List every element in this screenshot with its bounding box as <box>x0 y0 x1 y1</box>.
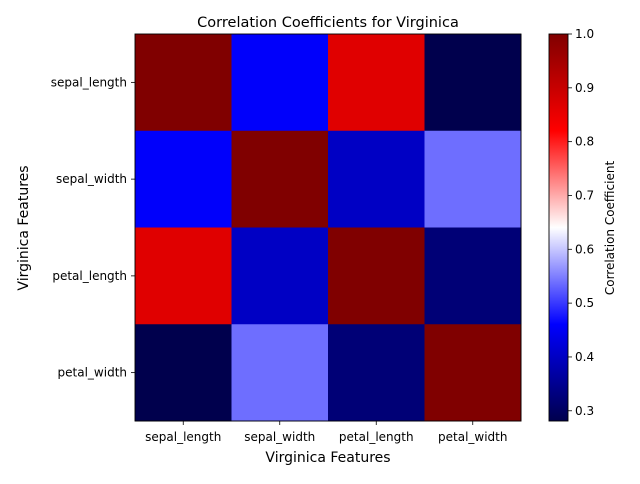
heatmap-cell-petal_width-sepal_length <box>135 324 232 422</box>
heatmap-cell-petal_width-petal_width <box>424 324 522 422</box>
colorbar-tick-label: 0.4 <box>575 350 594 364</box>
heatmap-cell-sepal_width-petal_length <box>328 130 425 228</box>
x-tick-label: sepal_length <box>145 430 221 444</box>
heatmap-cell-petal_length-sepal_width <box>231 227 329 325</box>
heatmap-cell-sepal_width-sepal_width <box>231 130 329 228</box>
heatmap-cell-petal_width-sepal_width <box>231 324 329 422</box>
heatmap-cell-sepal_width-petal_width <box>424 130 522 228</box>
y-tick-label: petal_length <box>52 269 127 283</box>
y-axis-label: Virginica Features <box>16 165 32 290</box>
heatmap-cell-petal_width-petal_length <box>328 324 425 422</box>
x-tick-label: petal_length <box>339 430 414 444</box>
colorbar-tick-label: 0.8 <box>575 135 594 149</box>
chart-title: Correlation Coefficients for Virginica <box>197 15 459 31</box>
y-tick-label: petal_width <box>58 366 127 380</box>
x-axis-ticks: sepal_length sepal_width petal_length petal… <box>145 421 507 444</box>
heatmap-cell-sepal_length-sepal_width <box>231 34 329 132</box>
colorbar-tick-label: 0.7 <box>575 188 594 202</box>
heatmap-cell-sepal_length-petal_length <box>328 34 425 132</box>
colorbar-tick-label: 0.5 <box>575 296 594 310</box>
heatmap-frame <box>134 33 522 422</box>
heatmap-cell-sepal_length-sepal_length <box>135 34 232 132</box>
colorbar <box>548 33 569 422</box>
heatmap-cell-petal_length-petal_length <box>328 227 425 325</box>
heatmap-cell-petal_length-sepal_length <box>135 227 232 325</box>
y-axis-ticks: sepal_length sepal_width petal_lengthpetal… <box>51 75 135 380</box>
heatmap-cell-petal_length-petal_width <box>424 227 522 325</box>
x-tick-label: petal_width <box>438 430 507 444</box>
colorbar-tick-label: 0.6 <box>575 242 594 256</box>
colorbar-label: Correlation Coefficient <box>603 161 617 296</box>
heatmap-cells <box>135 34 522 422</box>
colorbar-ticks: 0.3 0.4 0.5 0.6 0.7 0.8 0.9 1.0 <box>568 27 594 418</box>
y-tick-label: sepal_length <box>51 75 127 89</box>
y-tick-label: sepal_width <box>56 172 127 186</box>
colorbar-tick-label: 1.0 <box>575 27 594 41</box>
colorbar-tick-label: 0.3 <box>575 404 594 418</box>
x-axis-label: Virginica Features <box>265 450 390 466</box>
x-tick-label: sepal_width <box>244 430 315 444</box>
heatmap-cell-sepal_width-sepal_length <box>135 130 232 228</box>
colorbar-tick-label: 0.9 <box>575 81 594 95</box>
heatmap-cell-sepal_length-petal_width <box>424 34 522 132</box>
